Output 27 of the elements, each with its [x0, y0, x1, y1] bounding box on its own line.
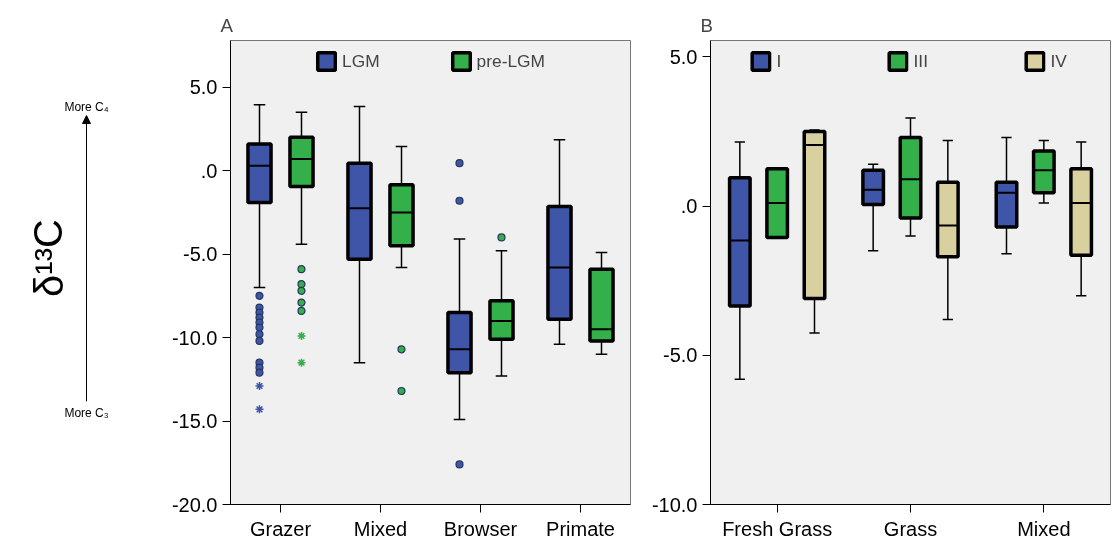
y-tick-label: .0 [680, 195, 698, 218]
x-tick-label: Browser [443, 517, 518, 540]
x-tick-label: Grazer [249, 517, 312, 540]
chart-title: B [700, 14, 713, 36]
x-tick-label: Mixed [1017, 517, 1071, 540]
legend-label: IV [1050, 50, 1068, 72]
y-tick-label: 5.0 [189, 76, 218, 99]
y-tick-label: -5.0 [663, 344, 698, 367]
y-tick-label: .0 [200, 159, 218, 182]
y-axis-title: δ¹³C [26, 219, 71, 297]
text: More C₃ [64, 406, 109, 421]
chart-title: A [220, 14, 234, 36]
x-tick-label: Primate [546, 517, 615, 540]
y-tick-label: -5.0 [183, 243, 218, 266]
legend-label: I [776, 50, 783, 72]
x-tick-label: Mixed [353, 517, 408, 540]
legend-label: pre-LGM [476, 50, 545, 72]
legend-label: III [913, 50, 929, 72]
y-tick-label: -10.0 [651, 493, 698, 516]
x-tick-label: Fresh Grass [722, 517, 833, 540]
y-tick-label: -10.0 [171, 326, 218, 349]
y-tick-label: -15.0 [171, 410, 218, 433]
y-tick-label: 5.0 [669, 45, 698, 68]
y-tick-label: -20.0 [171, 493, 218, 516]
legend-label: LGM [342, 50, 380, 72]
x-tick-label: Grass [883, 517, 938, 540]
text: More C₄ [64, 100, 109, 115]
